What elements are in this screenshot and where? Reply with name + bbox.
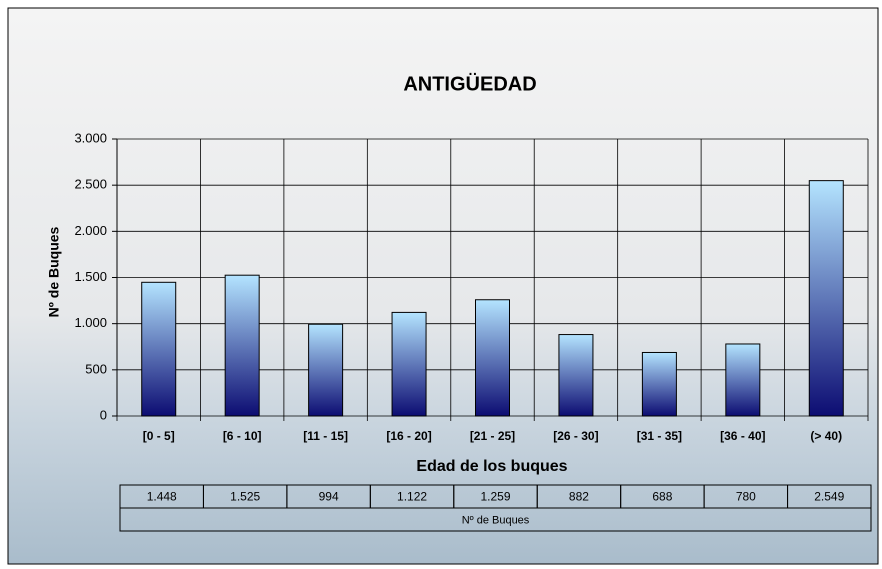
x-tick-label: [11 - 15] bbox=[303, 429, 348, 443]
x-tick-label: [26 - 30] bbox=[553, 429, 598, 443]
bar bbox=[308, 323, 344, 417]
table-value: 1.525 bbox=[230, 490, 260, 504]
table-value: 1.448 bbox=[147, 490, 177, 504]
y-axis-label: Nº de Buques bbox=[46, 226, 62, 317]
table-value: 994 bbox=[319, 490, 339, 504]
y-tick-label: 2.500 bbox=[74, 177, 107, 192]
y-tick-label: 1.500 bbox=[74, 269, 107, 284]
y-tick-label: 500 bbox=[85, 361, 107, 376]
table-value: 780 bbox=[736, 490, 756, 504]
chart-title: ANTIGÜEDAD bbox=[403, 72, 536, 95]
x-tick-label: [0 - 5] bbox=[143, 429, 175, 443]
bar bbox=[475, 299, 510, 417]
x-tick-label: [21 - 25] bbox=[470, 429, 515, 443]
x-tick-label: (> 40) bbox=[810, 429, 842, 443]
x-tick-label: [36 - 40] bbox=[720, 429, 765, 443]
x-axis-label: Edad de los buques bbox=[416, 458, 567, 475]
bar bbox=[558, 334, 594, 417]
table-value: 688 bbox=[652, 490, 672, 504]
bar bbox=[808, 180, 844, 417]
x-tick-label: [31 - 35] bbox=[637, 429, 682, 443]
y-tick-label: 2.000 bbox=[74, 223, 107, 238]
x-tick-label: [6 - 10] bbox=[223, 429, 262, 443]
x-tick-label: [16 - 20] bbox=[386, 429, 431, 443]
bar bbox=[141, 281, 177, 417]
table-value: 2.549 bbox=[814, 490, 844, 504]
bar bbox=[391, 311, 427, 417]
y-tick-label: 0 bbox=[100, 407, 107, 422]
table-value: 882 bbox=[569, 490, 589, 504]
bar bbox=[641, 351, 677, 417]
y-tick-label: 1.000 bbox=[74, 315, 107, 330]
table-series-name: Nº de Buques bbox=[462, 514, 530, 526]
y-tick-label: 3.000 bbox=[74, 130, 107, 145]
table-value: 1.259 bbox=[480, 490, 510, 504]
table-cell bbox=[119, 507, 872, 532]
table-value: 1.122 bbox=[397, 490, 427, 504]
bar bbox=[224, 274, 260, 417]
bar bbox=[725, 343, 761, 417]
